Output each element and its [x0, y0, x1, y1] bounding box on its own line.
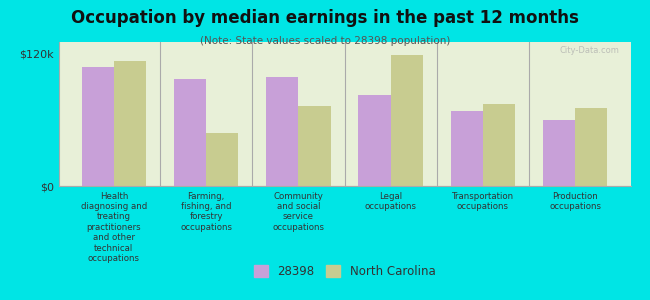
Bar — [391, 55, 423, 186]
Text: (Note: State values scaled to 28398 population): (Note: State values scaled to 28398 popu… — [200, 36, 450, 46]
Bar — [298, 106, 331, 186]
Bar — [81, 68, 114, 186]
Text: Occupation by median earnings in the past 12 months: Occupation by median earnings in the pas… — [71, 9, 579, 27]
Text: City-Data.com: City-Data.com — [559, 46, 619, 55]
Bar — [114, 61, 146, 186]
Bar — [174, 79, 206, 186]
Bar — [266, 77, 298, 186]
Bar — [575, 109, 608, 186]
Bar — [450, 111, 483, 186]
Bar — [206, 133, 239, 186]
Bar — [358, 95, 391, 186]
Bar — [483, 104, 515, 186]
Bar — [543, 119, 575, 186]
Legend: 28398, North Carolina: 28398, North Carolina — [248, 259, 441, 284]
